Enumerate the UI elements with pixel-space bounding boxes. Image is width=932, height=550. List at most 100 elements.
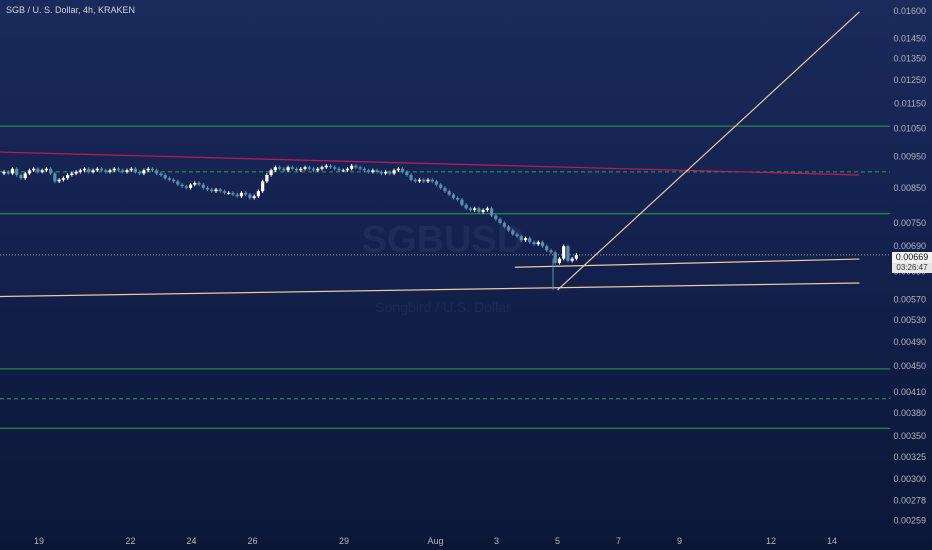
candle-body <box>218 189 222 192</box>
candle-body <box>490 208 494 216</box>
y-tick-label: 0.00325 <box>893 452 926 462</box>
candle-body <box>456 197 460 200</box>
candle-body <box>95 168 99 171</box>
candle-body <box>485 208 489 211</box>
y-tick-label: 0.00300 <box>893 474 926 484</box>
x-tick-label: 19 <box>34 536 44 546</box>
candle-body <box>155 170 159 174</box>
candle-body <box>19 174 23 179</box>
y-tick-label: 0.00450 <box>893 361 926 371</box>
trend-line <box>0 151 860 176</box>
candle-body <box>205 187 210 190</box>
candle-body <box>44 168 48 171</box>
x-tick-label: 22 <box>125 536 135 546</box>
x-tick-label: 5 <box>555 536 560 546</box>
candle-body <box>303 167 307 169</box>
x-tick-label: 24 <box>186 536 196 546</box>
candle-body <box>256 191 260 197</box>
y-tick-label: 0.00950 <box>893 152 926 162</box>
candle-body <box>502 222 506 227</box>
candle-body <box>248 194 252 198</box>
watermark-description: Songbird / U.S. Dollar <box>375 299 511 315</box>
candle-body <box>545 246 549 251</box>
candle-body <box>125 170 129 172</box>
candle-body <box>557 258 562 263</box>
candle-body <box>112 168 116 171</box>
x-axis[interactable]: 19 22 24 26 29 Aug 3 5 7 9 12 14 <box>34 536 837 546</box>
candle-body <box>159 173 163 175</box>
candle-body <box>70 173 74 175</box>
candle-body <box>528 238 532 243</box>
candle-body <box>540 242 545 247</box>
candle-body <box>511 230 515 235</box>
candle-body <box>172 179 176 182</box>
candle-body <box>333 167 337 169</box>
candle-body <box>494 215 498 220</box>
candle-body <box>384 171 388 174</box>
trend-line <box>557 11 860 291</box>
candle-body <box>515 234 519 237</box>
y-tick-label: 0.00750 <box>893 218 926 228</box>
candle-body <box>32 168 36 171</box>
trend-lines <box>0 11 860 298</box>
trend-line <box>514 258 860 268</box>
candle-body <box>214 189 218 192</box>
candle-body <box>570 258 574 261</box>
x-tick-label: 26 <box>247 536 257 546</box>
candle-body <box>574 254 578 259</box>
candle-body <box>74 171 78 174</box>
candle-body <box>532 242 536 245</box>
y-tick-label: 0.01350 <box>893 53 926 63</box>
candle-body <box>133 168 138 172</box>
candle-body <box>78 170 82 172</box>
candle-body <box>235 194 239 197</box>
y-tick-label: 0.00690 <box>893 241 926 251</box>
candle-body <box>439 184 443 188</box>
trend-line <box>0 282 860 298</box>
x-tick-label: 9 <box>677 536 682 546</box>
x-tick-label: Aug <box>427 536 443 546</box>
candle-body <box>405 171 409 175</box>
candle-body <box>536 242 540 245</box>
candle-body <box>566 246 570 261</box>
candle-body <box>138 171 142 174</box>
candle-body <box>99 168 104 171</box>
candle-body <box>299 168 303 171</box>
candle-body <box>40 170 44 172</box>
candle-body <box>345 168 350 171</box>
candle-body <box>66 174 70 179</box>
candle-body <box>553 252 557 263</box>
candle-body <box>201 184 205 188</box>
candle-body <box>328 165 333 168</box>
candle-body <box>434 181 439 185</box>
candle-body <box>362 168 366 171</box>
candle-body <box>36 168 40 172</box>
candle-body <box>23 173 27 179</box>
candle-body <box>464 204 468 209</box>
candle-body <box>121 170 125 172</box>
candle-body <box>282 168 286 171</box>
y-tick-label: 0.00259 <box>893 515 926 525</box>
horizontal-lines <box>0 125 890 429</box>
candle-body <box>193 182 197 185</box>
candle-body <box>129 168 133 171</box>
candle-body <box>324 165 328 168</box>
candle-body <box>210 189 214 192</box>
candle-body <box>409 174 413 180</box>
y-tick-label: 0.00530 <box>893 315 926 325</box>
candle-body <box>278 167 282 169</box>
x-tick-label: 3 <box>494 536 499 546</box>
candle-body <box>498 219 502 223</box>
y-tick-label: 0.00570 <box>893 295 926 305</box>
candle-body <box>468 208 472 211</box>
candle-body <box>82 168 87 171</box>
candle-body <box>417 179 422 182</box>
candle-body <box>290 167 294 169</box>
candle-body <box>307 167 311 169</box>
bar-countdown-label: 03:26:47 <box>892 263 932 273</box>
y-tick-label: 0.00278 <box>893 496 926 506</box>
y-tick-label: 0.01050 <box>893 124 926 134</box>
candle-body <box>231 192 235 195</box>
